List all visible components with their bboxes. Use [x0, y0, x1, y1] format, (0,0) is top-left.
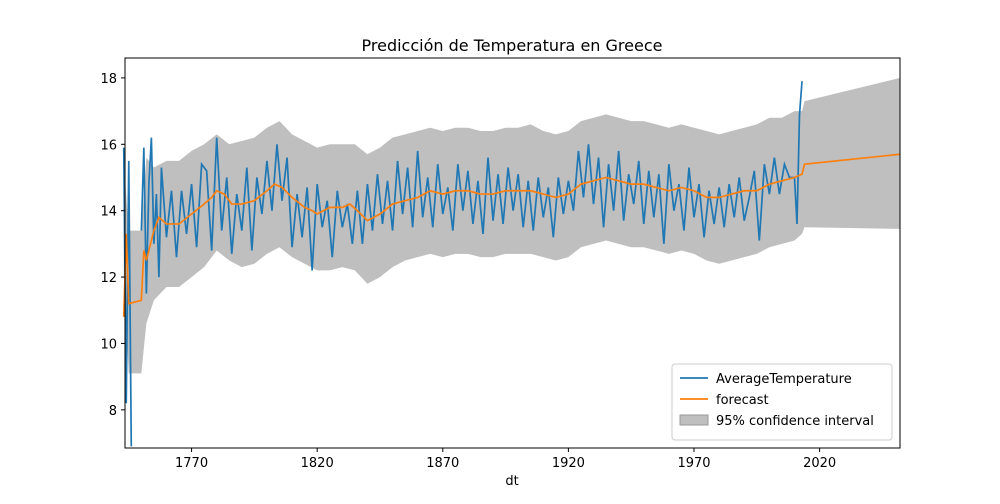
legend-label: AverageTemperature	[716, 372, 852, 387]
x-tick-label: 1770	[175, 456, 208, 471]
x-tick-label: 1820	[301, 456, 334, 471]
y-tick-label: 14	[100, 205, 117, 220]
y-tick-label: 10	[100, 337, 117, 352]
legend-swatch	[679, 414, 709, 426]
series-line	[122, 153, 901, 317]
y-tick-label: 8	[109, 404, 117, 419]
y-tick-label: 16	[100, 138, 117, 153]
plot-frame	[124, 57, 901, 449]
legend-label: forecast	[716, 393, 769, 408]
legend-label: 95% confidence interval	[716, 414, 874, 429]
x-tick-label: 1870	[426, 456, 459, 471]
x-tick-label: 1920	[552, 456, 585, 471]
confidence-band	[123, 77, 901, 374]
x-tick-label: 2020	[803, 456, 836, 471]
x-tick-label: 1970	[677, 456, 710, 471]
x-axis-label: dt	[505, 474, 518, 489]
chart-title: Predicción de Temperatura en Greece	[362, 36, 663, 55]
legend-box	[671, 363, 893, 441]
y-tick-label: 18	[100, 72, 117, 87]
y-tick-label: 12	[100, 271, 117, 286]
